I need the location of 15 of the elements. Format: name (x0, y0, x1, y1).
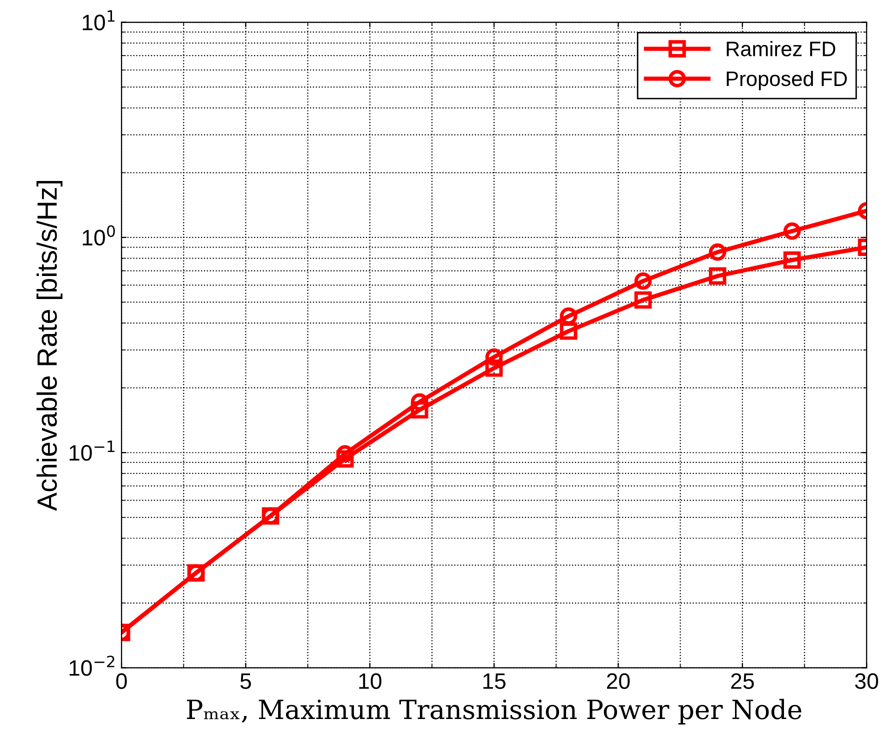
x-tick-label: 15 (483, 673, 506, 689)
x-tick-label: 10 (359, 673, 382, 689)
y-tick-label: 10$^{0}$ (82, 225, 115, 246)
x-tick-label: 20 (607, 673, 630, 689)
y-tick-label: 10$^{1}$ (82, 10, 114, 30)
legend-label: Ramirez FD (726, 41, 836, 56)
x-tick-label: 0 (116, 673, 127, 689)
y-tick-label: 10$^{−2}$ (70, 656, 114, 676)
legend-label: Proposed FD (726, 70, 847, 90)
y-tick-label: 10$^{−1}$ (70, 440, 114, 461)
x-tick-label: 30 (855, 673, 878, 689)
x-axis-title: Pₘₐₓ, Maximum Transmission Power per Node (186, 698, 802, 724)
x-tick-label: 25 (731, 673, 754, 689)
y-axis-title: Achievable Rate [bits/s/Hz] (36, 181, 62, 511)
x-tick-label: 5 (240, 673, 251, 689)
